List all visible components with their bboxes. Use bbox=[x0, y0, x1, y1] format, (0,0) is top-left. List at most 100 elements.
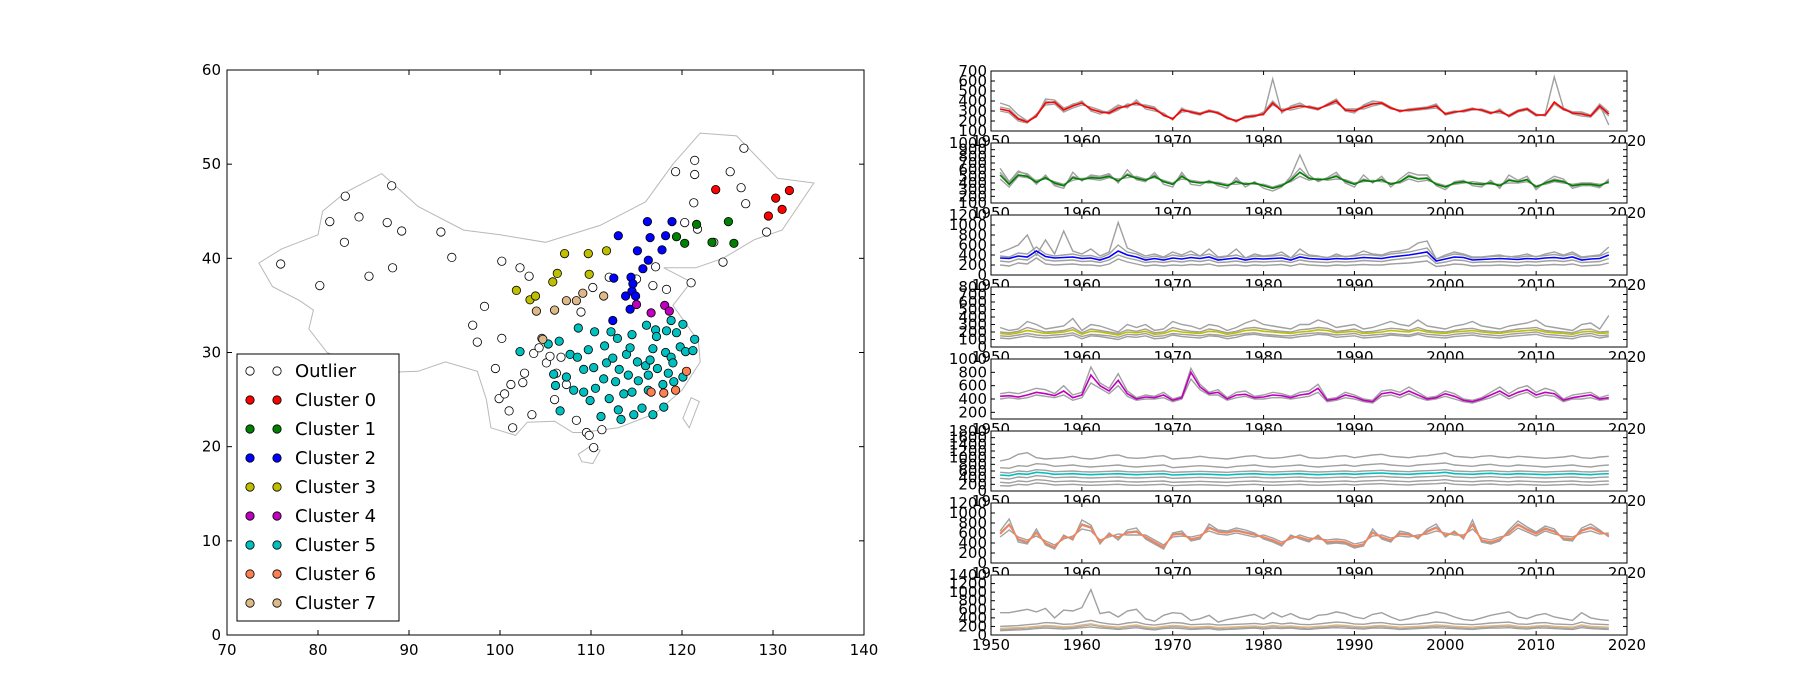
y-tick-label: 600 bbox=[958, 524, 987, 542]
legend-marker bbox=[272, 598, 282, 608]
series-cluster-2 bbox=[608, 217, 677, 326]
y-tick-label: 20 bbox=[202, 438, 221, 456]
ts-panel: 1950 1960 1970 1980 1990 2000 2010 202020040060… bbox=[949, 350, 1646, 438]
cluster-mean-line bbox=[1000, 328, 1609, 336]
map-point bbox=[549, 305, 560, 315]
series-cluster-1 bbox=[671, 217, 739, 248]
station-series-line bbox=[1000, 326, 1609, 335]
time-series-panels: 1950 1960 1970 1980 1990 2000 2010 202010020030… bbox=[949, 62, 1646, 654]
map-point bbox=[633, 376, 643, 386]
y-tick-label: 200 bbox=[958, 544, 987, 562]
x-tick-label: 120 bbox=[668, 641, 697, 659]
y-tick-label: 50 bbox=[202, 155, 221, 173]
map-point bbox=[616, 414, 626, 424]
map-point bbox=[596, 411, 606, 422]
map-point bbox=[576, 307, 586, 317]
map-point bbox=[646, 387, 656, 397]
station-series-line bbox=[1000, 257, 1609, 268]
map-point bbox=[771, 193, 781, 203]
y-tick-label: 600 bbox=[958, 293, 987, 311]
y-tick-label: 1400 bbox=[949, 435, 987, 453]
map-point bbox=[661, 284, 672, 294]
y-tick-label: 400 bbox=[958, 246, 987, 264]
y-tick-label: 10 bbox=[202, 532, 221, 550]
map-point bbox=[606, 327, 616, 337]
map-point bbox=[472, 337, 482, 347]
series-cluster-5 bbox=[515, 315, 700, 424]
map-point bbox=[686, 278, 696, 288]
map-point bbox=[671, 232, 682, 242]
map-point bbox=[397, 226, 407, 236]
y-tick-label: 500 bbox=[958, 167, 987, 185]
series-cluster-6 bbox=[646, 366, 692, 398]
map-point bbox=[723, 217, 734, 227]
y-tick-label: 700 bbox=[958, 286, 987, 304]
ts-panel: 1950 1960 1970 1980 1990 2000 2010 202002004006… bbox=[949, 494, 1646, 582]
station-series-line bbox=[1000, 619, 1609, 628]
y-tick-label: 0 bbox=[211, 626, 221, 644]
legend-marker bbox=[245, 395, 255, 405]
map-point bbox=[589, 362, 599, 373]
x-tick-label: 1980 bbox=[1244, 636, 1282, 654]
y-tick-label: 0 bbox=[977, 482, 987, 500]
y-tick-label: 200 bbox=[958, 187, 987, 205]
map-point bbox=[650, 262, 661, 272]
map-point bbox=[663, 368, 673, 378]
map-point bbox=[515, 346, 525, 357]
map-point bbox=[589, 327, 600, 337]
map-point bbox=[609, 273, 619, 283]
country-outline bbox=[258, 132, 815, 436]
y-tick-label: 800 bbox=[958, 363, 987, 381]
station-series-line bbox=[1000, 478, 1609, 484]
map-point bbox=[637, 403, 647, 413]
y-tick-label: 1000 bbox=[949, 216, 987, 234]
map-point bbox=[658, 379, 668, 390]
x-tick-label: 1990 bbox=[1335, 636, 1373, 654]
map-point bbox=[707, 237, 717, 247]
map-point bbox=[648, 344, 658, 354]
station-series-line bbox=[1000, 462, 1609, 470]
cluster-mean-line bbox=[999, 523, 1610, 549]
y-tick-label: 800 bbox=[958, 147, 987, 165]
x-tick-label: 70 bbox=[217, 641, 236, 659]
cluster-mean-line bbox=[1000, 623, 1609, 630]
legend-marker bbox=[245, 511, 255, 521]
map-point bbox=[599, 341, 610, 351]
legend-marker bbox=[245, 540, 255, 550]
y-tick-label: 700 bbox=[958, 154, 987, 172]
map-point bbox=[670, 385, 681, 395]
map-point bbox=[518, 377, 528, 388]
map-point bbox=[529, 348, 539, 358]
map-point bbox=[690, 169, 700, 180]
y-tick-label: 0 bbox=[977, 554, 987, 572]
map-point bbox=[555, 406, 565, 416]
ts-panel: 1950 1960 1970 1980 1990 2000 2010 202001002003… bbox=[958, 278, 1646, 366]
map-point bbox=[668, 358, 678, 368]
map-point bbox=[729, 238, 739, 248]
ts-frame bbox=[990, 358, 1628, 420]
map-point bbox=[554, 336, 564, 346]
map-point bbox=[739, 143, 749, 153]
legend-label: Cluster 3 bbox=[295, 477, 376, 498]
y-tick-label: 100 bbox=[958, 331, 987, 349]
map-point bbox=[630, 291, 641, 301]
map-point bbox=[625, 343, 635, 353]
y-tick-label: 1600 bbox=[949, 429, 987, 447]
map-point bbox=[534, 343, 544, 353]
legend-marker bbox=[245, 569, 255, 579]
y-tick-label: 400 bbox=[958, 534, 987, 552]
y-tick-label: 30 bbox=[202, 344, 221, 362]
y-tick-label: 300 bbox=[958, 181, 987, 199]
ts-panel: 1950 1960 1970 1980 1990 2000 2010 202010020030… bbox=[949, 134, 1646, 222]
map-point bbox=[741, 199, 751, 209]
map-point bbox=[584, 430, 594, 440]
map-point bbox=[499, 389, 510, 399]
y-tick-label: 600 bbox=[958, 377, 987, 395]
map-point bbox=[690, 155, 700, 165]
map-point bbox=[530, 291, 541, 301]
map-point bbox=[690, 334, 700, 344]
legend-marker bbox=[272, 366, 282, 376]
map-point bbox=[561, 372, 572, 382]
station-series-line bbox=[1000, 482, 1609, 487]
ts-frame bbox=[990, 574, 1628, 636]
